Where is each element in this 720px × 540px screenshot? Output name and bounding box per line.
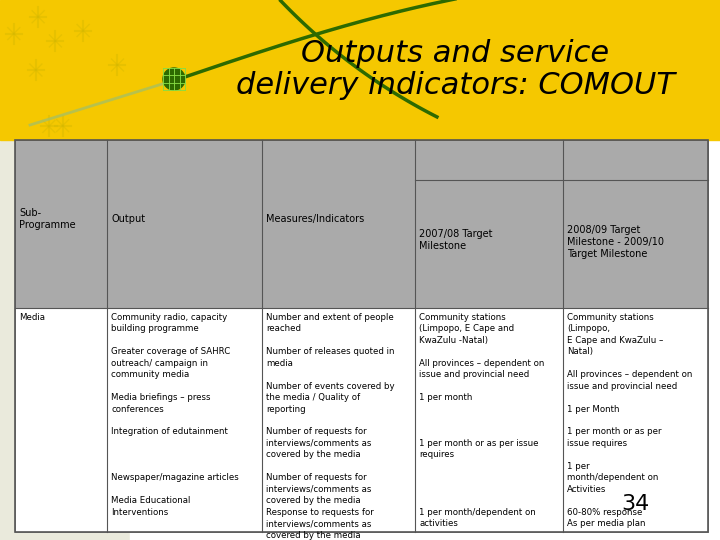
Text: Measures/Indicators: Measures/Indicators	[266, 214, 364, 224]
Text: 34: 34	[621, 494, 649, 514]
Text: 2007/08 Target
Milestone: 2007/08 Target Milestone	[419, 229, 492, 251]
Bar	[262, 140, 415, 308]
Text: Community stations
(Limpopo,
E Cape and KwaZulu –
Natal)

All provinces – depend: Community stations (Limpopo, E Cape and …	[567, 313, 693, 528]
Bar	[563, 308, 708, 532]
Text: Community radio, capacity
building programme

Greater coverage of SAHRC
outreach: Community radio, capacity building progr…	[111, 313, 239, 517]
Bar	[415, 180, 563, 308]
Bar	[262, 308, 415, 532]
Text: Sub-
Programme: Sub- Programme	[19, 208, 76, 230]
Bar	[15, 140, 708, 532]
Bar	[107, 140, 262, 308]
Bar	[0, 0, 720, 140]
Text: 2008/09 Target
Milestone - 2009/10
Target Milestone: 2008/09 Target Milestone - 2009/10 Targe…	[567, 225, 664, 259]
Bar	[0, 0, 130, 540]
Text: Media: Media	[19, 313, 45, 322]
Bar	[563, 140, 708, 180]
Circle shape	[163, 68, 185, 90]
Bar	[415, 308, 563, 532]
Bar	[15, 140, 107, 308]
Text: delivery indicators: COMOUT: delivery indicators: COMOUT	[235, 71, 675, 99]
Text: Output: Output	[111, 214, 145, 224]
Bar	[563, 180, 708, 308]
Text: Community stations
(Limpopo, E Cape and
KwaZulu -Natal)

All provinces – depende: Community stations (Limpopo, E Cape and …	[419, 313, 544, 540]
Bar	[130, 0, 720, 540]
Bar	[15, 308, 107, 532]
Bar	[415, 140, 563, 180]
Text: Number and extent of people
reached

Number of releases quoted in
media

Number : Number and extent of people reached Numb…	[266, 313, 395, 540]
Text: Outputs and service: Outputs and service	[301, 38, 609, 68]
Bar	[107, 308, 262, 532]
